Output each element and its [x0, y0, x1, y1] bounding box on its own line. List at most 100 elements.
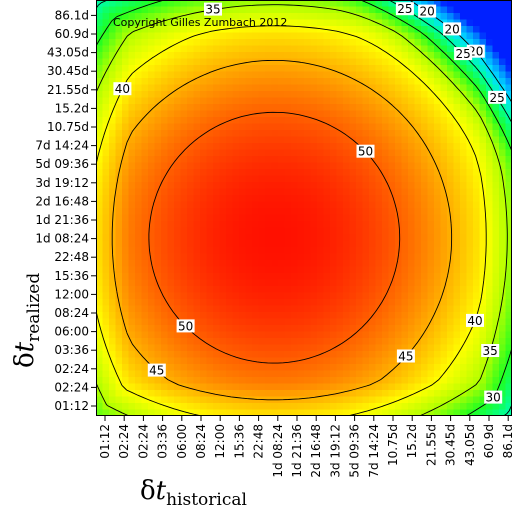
heatmap-cell — [297, 110, 305, 118]
heatmap-cell — [349, 396, 357, 404]
heatmap-cell — [109, 162, 117, 170]
heatmap-cell — [206, 84, 214, 92]
heatmap-cell — [388, 305, 396, 313]
heatmap-cell — [408, 149, 416, 157]
heatmap-cell — [96, 318, 104, 326]
heatmap-cell — [427, 182, 435, 190]
heatmap-cell — [161, 377, 169, 385]
heatmap-cell — [414, 188, 422, 196]
heatmap-cell — [232, 13, 240, 21]
heatmap-cell — [180, 403, 188, 411]
heatmap-cell — [187, 19, 195, 27]
heatmap-cell — [135, 299, 143, 307]
heatmap-cell — [213, 84, 221, 92]
heatmap-cell — [154, 221, 162, 229]
heatmap-cell — [304, 149, 312, 157]
heatmap-cell — [349, 78, 357, 86]
heatmap-cell — [265, 104, 273, 112]
heatmap-cell — [252, 383, 260, 391]
heatmap-cell — [187, 240, 195, 248]
heatmap-cell — [505, 78, 512, 86]
heatmap-cell — [453, 377, 461, 385]
heatmap-cell — [174, 130, 182, 138]
heatmap-cell — [297, 97, 305, 105]
heatmap-cell — [109, 156, 117, 164]
heatmap-cell — [122, 318, 130, 326]
heatmap-cell — [284, 91, 292, 99]
heatmap-cell — [167, 227, 175, 235]
heatmap-cell — [219, 78, 227, 86]
heatmap-cell — [421, 182, 429, 190]
heatmap-cell — [232, 97, 240, 105]
heatmap-cell — [382, 266, 390, 274]
heatmap-cell — [128, 143, 136, 151]
heatmap-cell — [219, 175, 227, 183]
heatmap-cell — [453, 104, 461, 112]
heatmap-cell — [473, 6, 481, 14]
x-tick-label: 12:00 — [213, 424, 227, 459]
heatmap-cell — [219, 143, 227, 151]
heatmap-cell — [453, 221, 461, 229]
heatmap-cell — [356, 110, 364, 118]
heatmap-cell — [239, 0, 247, 8]
heatmap-cell — [499, 396, 507, 404]
heatmap-cell — [154, 312, 162, 320]
heatmap-cell — [115, 195, 123, 203]
heatmap-cell — [297, 279, 305, 287]
heatmap-cell — [414, 91, 422, 99]
heatmap-cell — [356, 221, 364, 229]
heatmap-cell — [408, 221, 416, 229]
heatmap-cell — [421, 130, 429, 138]
heatmap-cell — [102, 182, 110, 190]
heatmap-cell — [388, 221, 396, 229]
heatmap-cell — [115, 52, 123, 60]
heatmap-cell — [395, 260, 403, 268]
contour-label-25: 25 — [397, 2, 412, 16]
heatmap-cell — [486, 143, 494, 151]
heatmap-cell — [122, 0, 130, 8]
heatmap-cell — [492, 52, 500, 60]
heatmap-cell — [232, 364, 240, 372]
heatmap-cell — [499, 0, 507, 8]
heatmap-cell — [369, 201, 377, 209]
heatmap-cell — [128, 279, 136, 287]
heatmap-cell — [219, 409, 227, 416]
heatmap-cell — [440, 110, 448, 118]
heatmap-cell — [96, 286, 104, 294]
heatmap-cell — [304, 84, 312, 92]
heatmap-cell — [414, 26, 422, 34]
heatmap-cell — [252, 357, 260, 365]
heatmap-cell — [219, 52, 227, 60]
heatmap-cell — [102, 32, 110, 40]
heatmap-cell — [297, 162, 305, 170]
heatmap-cell — [154, 279, 162, 287]
heatmap-cell — [388, 409, 396, 416]
heatmap-cell — [232, 305, 240, 313]
heatmap-cell — [122, 208, 130, 216]
heatmap-cell — [375, 13, 383, 21]
heatmap-cell — [356, 195, 364, 203]
heatmap-cell — [499, 110, 507, 118]
heatmap-cell — [479, 227, 487, 235]
heatmap-cell — [427, 65, 435, 73]
heatmap-cell — [395, 32, 403, 40]
heatmap-cell — [310, 169, 318, 177]
heatmap-cell — [284, 370, 292, 378]
heatmap-cell — [161, 91, 169, 99]
heatmap-cell — [109, 195, 117, 203]
contour-label-40: 40 — [115, 82, 130, 96]
heatmap-cell — [447, 234, 455, 242]
heatmap-cell — [492, 13, 500, 21]
heatmap-cell — [213, 390, 221, 398]
heatmap-cell — [310, 149, 318, 157]
heatmap-cell — [460, 130, 468, 138]
heatmap-cell — [336, 32, 344, 40]
heatmap-cell — [440, 364, 448, 372]
heatmap-cell — [245, 247, 253, 255]
heatmap-cell — [122, 32, 130, 40]
heatmap-cell — [349, 71, 357, 79]
heatmap-cell — [304, 299, 312, 307]
heatmap-cell — [252, 130, 260, 138]
heatmap-cell — [239, 58, 247, 66]
heatmap-cell — [291, 240, 299, 248]
